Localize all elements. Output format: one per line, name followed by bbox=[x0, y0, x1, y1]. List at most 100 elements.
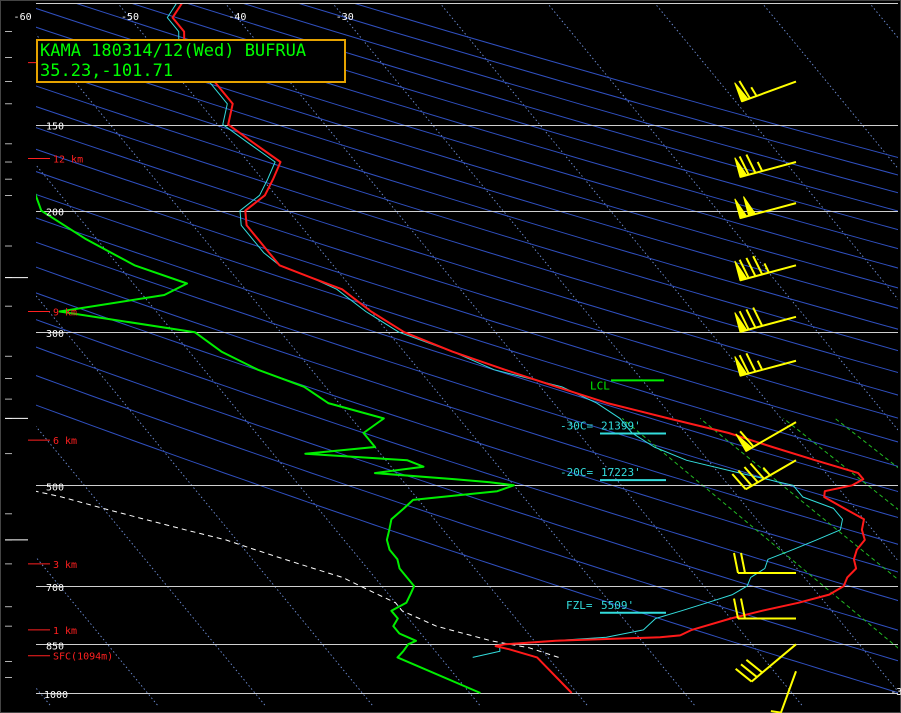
wind-barb-pennant bbox=[734, 157, 748, 178]
isotherm-line bbox=[36, 164, 481, 706]
mixing-ratio-line bbox=[834, 418, 898, 469]
wind-barb-feather bbox=[738, 310, 750, 330]
wind-barb-pennant bbox=[743, 196, 757, 217]
height-label: 12 km bbox=[53, 154, 83, 165]
isotherm-line bbox=[36, 33, 589, 706]
wind-barb bbox=[734, 307, 797, 333]
wind-barb-feather bbox=[745, 659, 763, 674]
wind-barb-feather bbox=[752, 255, 764, 275]
isotherm-line bbox=[36, 295, 374, 706]
mixing-ratio-line bbox=[699, 418, 898, 581]
wind-barb-feather bbox=[735, 668, 753, 683]
wind-barb-feather bbox=[745, 352, 757, 373]
wind-barb-pennant bbox=[734, 260, 748, 281]
height-label: 3 km bbox=[53, 560, 77, 571]
height-label: 6 km bbox=[53, 436, 77, 447]
pressure-tick-label: 500 bbox=[46, 482, 64, 493]
wind-barb-staff bbox=[739, 315, 797, 333]
wind-barb-feather bbox=[739, 430, 755, 448]
dry-adiabat bbox=[36, 292, 898, 573]
wind-barb bbox=[733, 598, 796, 620]
parcel-trace bbox=[36, 490, 559, 658]
top-temperature-label: -60 bbox=[14, 12, 32, 23]
dry-adiabat bbox=[36, 319, 898, 602]
dry-adiabat bbox=[36, 148, 898, 419]
mixing-ratio-line bbox=[783, 418, 898, 510]
wind-barb-feather bbox=[752, 307, 764, 327]
wind-barb bbox=[735, 643, 797, 683]
wind-barb-feather bbox=[749, 462, 765, 480]
pressure-tick-label: 200 bbox=[46, 208, 64, 219]
dry-adiabat bbox=[36, 85, 898, 352]
wind-barb-feather bbox=[733, 552, 739, 574]
wind-barb bbox=[734, 255, 797, 282]
wind-barb-feather bbox=[738, 155, 750, 176]
dry-adiabat bbox=[36, 266, 898, 545]
pressure-tick-label: 150 bbox=[46, 122, 64, 133]
station-coordinates: 35.23,-101.71 bbox=[40, 61, 174, 81]
mixing-ratio-line bbox=[621, 418, 898, 649]
wind-barb-half-feather bbox=[756, 161, 764, 172]
dry-adiabat bbox=[36, 26, 898, 289]
wind-barb-pennant bbox=[734, 198, 748, 219]
station-info-box: KAMA 180314/12(Wed) BUFRUA 35.23,-101.71 bbox=[36, 39, 346, 83]
dry-adiabat bbox=[36, 65, 898, 330]
level-label: -30C= bbox=[560, 419, 593, 432]
dry-adiabat bbox=[36, 346, 898, 631]
wind-barb-feather bbox=[738, 354, 750, 374]
wind-barb-feather bbox=[745, 257, 757, 277]
height-label: 1 km bbox=[53, 626, 77, 637]
wind-barb-staff bbox=[741, 80, 797, 103]
wind-barb-pennant bbox=[735, 433, 753, 452]
height-label: SFC(1094m) bbox=[53, 652, 113, 663]
wind-barb-feather bbox=[743, 466, 759, 483]
pressure-tick-label: 850 bbox=[46, 641, 64, 652]
dry-adiabat bbox=[36, 106, 898, 374]
isotherm-line bbox=[225, 4, 804, 706]
wind-barb-staff bbox=[745, 421, 797, 453]
wind-barb bbox=[734, 80, 797, 103]
wind-barb-staff bbox=[750, 643, 797, 683]
wind-barb bbox=[770, 670, 797, 713]
wind-barb-feather bbox=[738, 80, 751, 99]
wind-barb-half-feather bbox=[763, 263, 770, 274]
lcl-label: LCL bbox=[590, 379, 610, 392]
wind-barb-feather bbox=[745, 154, 757, 174]
top-temperature-label: -30 bbox=[336, 12, 354, 23]
wind-barb-half-feather bbox=[762, 466, 771, 476]
wind-barb-feather bbox=[745, 308, 757, 329]
dry-adiabat bbox=[36, 45, 898, 309]
wind-barb bbox=[734, 352, 797, 377]
virtual-temperature-trace bbox=[166, 4, 843, 658]
dry-adiabat bbox=[36, 375, 898, 662]
wind-barb-staff bbox=[745, 459, 797, 491]
level-label: FZL= bbox=[566, 599, 593, 612]
isotherm-line bbox=[36, 556, 159, 706]
wind-barb-pennant bbox=[734, 82, 749, 103]
wind-barb-feather bbox=[740, 552, 746, 574]
wind-barb-staff bbox=[739, 359, 797, 377]
wind-barb-pennant bbox=[734, 356, 748, 377]
level-label: -20C= bbox=[560, 466, 593, 479]
top-temperature-label: -40 bbox=[228, 12, 246, 23]
dry-adiabat bbox=[36, 171, 898, 443]
wind-barb-half-feather bbox=[750, 86, 758, 97]
wind-barb bbox=[734, 196, 797, 220]
dry-adiabat bbox=[36, 217, 898, 493]
wind-barb-feather bbox=[738, 259, 750, 279]
dry-adiabat bbox=[299, 4, 898, 176]
level-value: 5509' bbox=[601, 599, 634, 612]
wind-barb-feather bbox=[740, 663, 758, 678]
wind-barb-feather bbox=[731, 473, 747, 490]
dry-adiabat bbox=[36, 127, 898, 396]
dry-adiabat bbox=[36, 193, 898, 467]
dry-adiabat bbox=[76, 4, 898, 250]
dewpoint-trace bbox=[36, 193, 515, 694]
dry-adiabat bbox=[132, 4, 898, 231]
isotherm-line bbox=[869, 4, 898, 39]
wind-barb-feather bbox=[740, 598, 746, 619]
dry-adiabat bbox=[36, 404, 898, 694]
pressure-tick-label: 300 bbox=[46, 329, 64, 340]
wind-barb bbox=[731, 459, 797, 491]
